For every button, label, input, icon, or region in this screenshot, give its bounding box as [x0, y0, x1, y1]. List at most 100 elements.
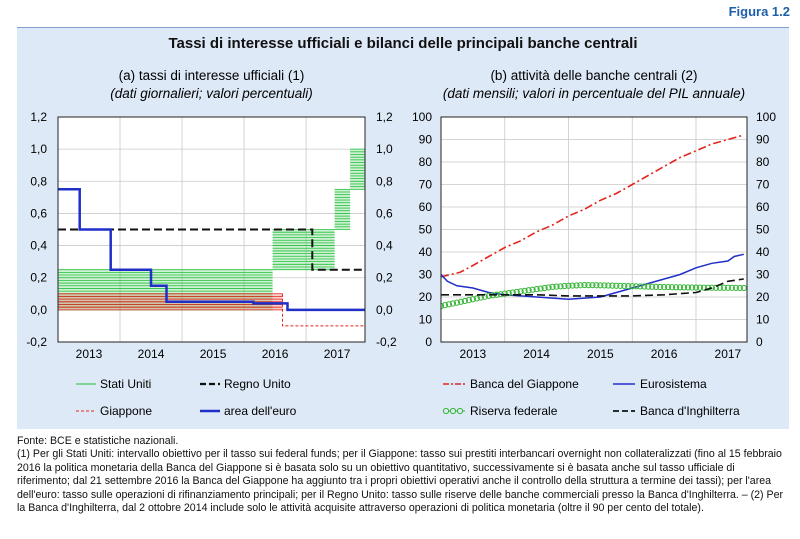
y-tick-label-right: 50	[756, 223, 770, 237]
y-tick-label-left: -0,2	[26, 335, 47, 349]
footnotes: Fonte: BCE e statistiche nazionali. (1) …	[17, 435, 789, 515]
legend-item: Riserva federale	[442, 404, 558, 418]
data-point	[676, 284, 684, 291]
data-point	[684, 284, 692, 291]
data-point	[668, 284, 676, 291]
data-point	[736, 284, 743, 292]
x-tick-label: 2014	[138, 347, 165, 361]
data-point	[525, 287, 532, 294]
data-point	[605, 282, 612, 289]
legend-label: Banca del Giappone	[470, 377, 579, 391]
data-point	[724, 284, 731, 291]
data-point	[593, 282, 600, 289]
data-point	[577, 282, 584, 289]
band-stati-uniti	[334, 189, 351, 230]
legend-label: Giappone	[100, 404, 152, 418]
y-tick-label-right: 70	[756, 178, 770, 192]
data-point	[473, 295, 480, 302]
data-point	[589, 282, 596, 289]
legend-item: Banca d'Inghilterra	[613, 404, 740, 418]
y-tick-label-right: 100	[756, 110, 776, 124]
data-point	[613, 282, 620, 289]
data-point	[732, 284, 739, 291]
chart-b: (b) attività delle banche centrali (2) (d…	[412, 68, 776, 418]
series-banca-del-giappone	[441, 134, 745, 278]
y-tick-label-left: 1,2	[30, 110, 47, 124]
y-tick-label-right: -0,2	[376, 335, 397, 349]
data-point	[461, 297, 469, 305]
data-point	[708, 284, 716, 291]
data-point	[665, 284, 672, 291]
figure-label: Figura 1.2	[728, 4, 790, 19]
x-tick-label: 2016	[651, 347, 678, 361]
plot-frame	[57, 116, 366, 343]
data-point	[641, 283, 648, 290]
plot-layer	[441, 134, 747, 310]
data-point	[712, 284, 720, 291]
y-tick-label-right: 90	[756, 133, 770, 147]
x-tick-label: 2017	[324, 347, 351, 361]
y-tick-label-left: 0,2	[30, 271, 47, 285]
y-tick-label-left: 90	[419, 133, 433, 147]
y-tick-label-right: 0,2	[376, 271, 393, 285]
legend-label: Stati Uniti	[100, 377, 151, 391]
data-point	[585, 282, 592, 289]
plot-frame	[440, 116, 748, 343]
x-tick-label: 2013	[460, 347, 487, 361]
y-tick-label-right: 40	[756, 245, 770, 259]
y-tick-label-right: 1,0	[376, 142, 393, 156]
legend-swatch-circle	[456, 407, 464, 415]
y-tick-label-left: 100	[412, 110, 432, 124]
y-tick-label-right: 60	[756, 200, 770, 214]
plot-layer	[58, 148, 365, 327]
data-point	[633, 283, 640, 290]
data-point	[501, 290, 508, 297]
band-stati-uniti	[350, 149, 365, 190]
data-point	[696, 284, 704, 291]
y-tick-label-left: 20	[419, 290, 433, 304]
chart-title: (a) tassi di interesse ufficiali (1)	[119, 68, 305, 83]
y-tick-label-left: 1,0	[30, 142, 47, 156]
footnote-source: Fonte: BCE e statistiche nazionali.	[17, 435, 179, 447]
data-point	[728, 284, 735, 291]
data-point	[601, 282, 608, 289]
y-tick-label-right: 0,6	[376, 206, 393, 220]
legend-label: area dell'euro	[224, 404, 297, 418]
chart-subtitle: (dati giornalieri; valori percentuali)	[110, 86, 313, 101]
data-point	[621, 282, 628, 290]
y-tick-label-left: 40	[419, 245, 433, 259]
x-tick-label: 2015	[200, 347, 227, 361]
data-point	[565, 282, 572, 289]
legend-swatch-circle	[449, 407, 457, 415]
legend-item: Regno Unito	[200, 377, 291, 391]
data-point	[637, 283, 644, 290]
y-tick-label-left: 30	[419, 268, 433, 282]
data-point	[449, 300, 457, 307]
legend-label: Riserva federale	[470, 404, 558, 418]
y-tick-label-left: 10	[419, 313, 433, 327]
data-point	[597, 282, 604, 289]
chart-a: (a) tassi di interesse ufficiali (1) (dat…	[26, 68, 397, 418]
legend-label: Regno Unito	[224, 377, 291, 391]
chart-title: (b) attività delle banche centrali (2)	[490, 68, 697, 83]
series-regno-unito	[58, 228, 365, 271]
data-point	[573, 282, 580, 289]
x-tick-label: 2014	[523, 347, 550, 361]
legend-label: Eurosistema	[640, 377, 707, 391]
data-point	[529, 286, 536, 293]
data-point	[533, 286, 540, 293]
series-area-dell-euro	[58, 188, 365, 312]
footnote-notes: (1) Per gli Stati Uniti: intervallo obie…	[17, 448, 783, 515]
data-point	[521, 287, 528, 294]
data-point	[657, 283, 664, 291]
y-tick-label-right: 30	[756, 268, 770, 282]
data-point	[541, 284, 548, 292]
legend-label: Banca d'Inghilterra	[640, 404, 740, 418]
legend-swatch-circle	[442, 407, 450, 415]
y-tick-label-left: 70	[419, 178, 433, 192]
y-tick-label-right: 0	[756, 335, 763, 349]
data-point	[700, 284, 708, 291]
data-point	[569, 282, 576, 289]
x-tick-label: 2015	[587, 347, 614, 361]
data-point	[509, 289, 516, 296]
